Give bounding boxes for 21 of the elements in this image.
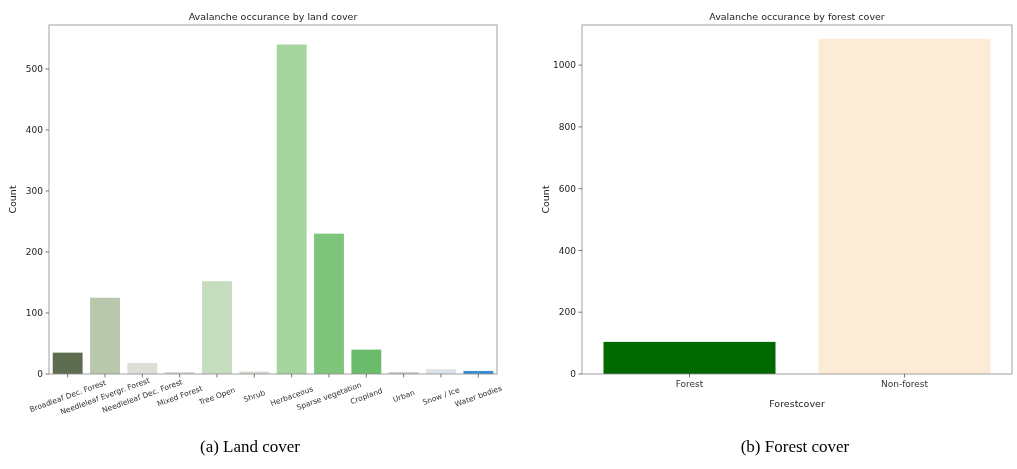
y-tick-label: 400 [25,125,44,136]
y-tick-label: 300 [25,186,44,197]
text: (b) Forest cover [740,437,850,456]
y-tick-label: 200 [25,247,44,258]
x-tick-label: Forest [675,379,704,390]
chart-title: Avalanche occurance by forest cover [709,11,885,22]
y-tick-label: 100 [25,308,44,319]
x-tick-label: Non-forest [880,379,929,390]
y-tick-label: 200 [558,307,577,318]
y-tick-label: 800 [558,122,577,133]
y-axis-title: Count [7,185,18,214]
y-axis-title: Count [540,185,551,214]
text: (a) Land cover [199,437,301,456]
y-tick-label: 0 [570,369,577,380]
y-tick-label: 600 [558,183,577,194]
y-tick-label: 500 [25,64,44,75]
y-tick-label: 1000 [553,60,577,71]
y-tick-label: 0 [37,369,44,380]
x-axis-title: Forestcover [769,397,825,409]
chart-title: Avalanche occurance by land cover [188,11,358,22]
y-tick-label: 400 [558,245,577,256]
